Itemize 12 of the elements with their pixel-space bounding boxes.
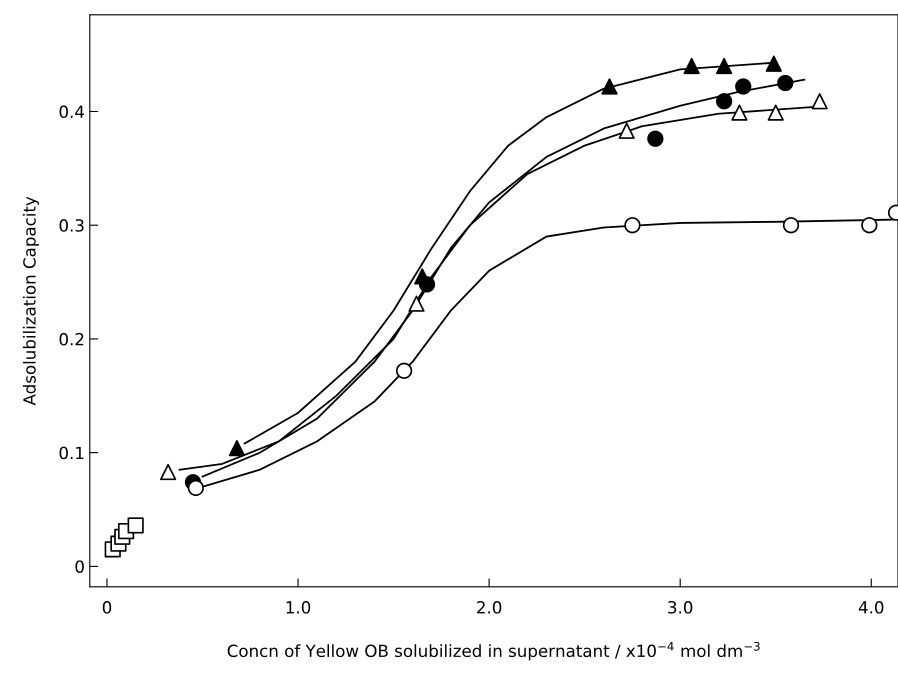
x-tick-label: 4.0 [858,601,884,614]
y-tick-label: 0.2 [60,332,84,346]
x-tick-label: 1.0 [286,601,310,614]
x-axis-title: Concn of Yellow OB solubilized in supernatant / x10$^{−4}$ mol dm$^{−3}$ [228,642,760,660]
y-tick-label: 0.4 [60,105,84,118]
x-tick-label: 3.0 [668,601,692,614]
x-tick-label: 0 [102,601,112,614]
y-tick-label: 0.3 [60,219,84,232]
y-axis-title: Adsolubilization Capacity [22,196,39,406]
y-tick-label: 0.1 [60,446,84,460]
y-tick-label: 0 [75,560,84,573]
x-tick-label: 2.0 [477,601,502,614]
